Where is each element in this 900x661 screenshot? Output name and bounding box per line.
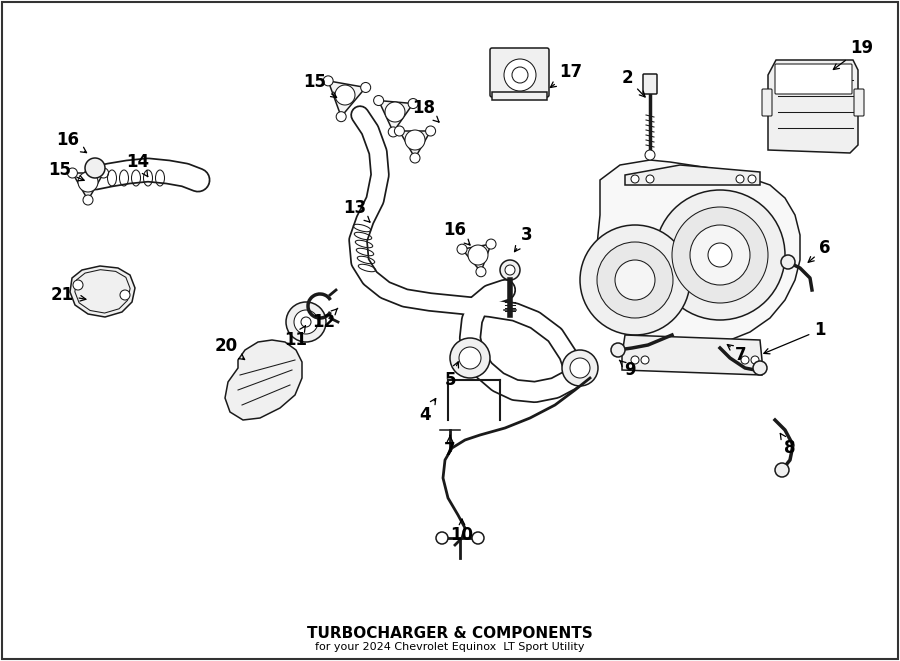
Circle shape xyxy=(83,195,93,205)
Polygon shape xyxy=(328,81,365,116)
FancyBboxPatch shape xyxy=(762,89,772,116)
Circle shape xyxy=(505,265,515,275)
Circle shape xyxy=(85,158,105,178)
Circle shape xyxy=(672,207,768,303)
Circle shape xyxy=(641,356,649,364)
Circle shape xyxy=(385,102,405,122)
Circle shape xyxy=(708,243,732,267)
Text: 21: 21 xyxy=(50,286,86,304)
Text: for your 2024 Chevrolet Equinox  LT Sport Utility: for your 2024 Chevrolet Equinox LT Sport… xyxy=(315,642,585,652)
Polygon shape xyxy=(625,165,760,185)
Text: 3: 3 xyxy=(515,226,533,252)
Circle shape xyxy=(504,59,536,91)
Circle shape xyxy=(468,245,488,265)
Circle shape xyxy=(73,280,83,290)
Polygon shape xyxy=(462,244,491,272)
Circle shape xyxy=(394,126,404,136)
Circle shape xyxy=(459,347,481,369)
Text: 10: 10 xyxy=(451,519,473,544)
Circle shape xyxy=(748,175,756,183)
Circle shape xyxy=(753,361,767,375)
Text: 19: 19 xyxy=(833,39,874,69)
Circle shape xyxy=(781,255,795,269)
Circle shape xyxy=(751,356,759,364)
Text: 18: 18 xyxy=(412,99,439,122)
Circle shape xyxy=(68,168,77,178)
Circle shape xyxy=(405,130,425,150)
Circle shape xyxy=(775,463,789,477)
Text: 9: 9 xyxy=(619,360,635,379)
FancyBboxPatch shape xyxy=(854,89,864,116)
Circle shape xyxy=(436,532,448,544)
Circle shape xyxy=(450,338,490,378)
Circle shape xyxy=(99,168,109,178)
Circle shape xyxy=(486,239,496,249)
Circle shape xyxy=(410,153,420,163)
Text: 4: 4 xyxy=(419,399,436,424)
Circle shape xyxy=(580,225,690,335)
Polygon shape xyxy=(70,266,135,317)
Circle shape xyxy=(78,172,98,192)
Text: 8: 8 xyxy=(780,434,796,457)
Polygon shape xyxy=(400,131,430,158)
Polygon shape xyxy=(492,92,547,100)
Text: 6: 6 xyxy=(808,239,831,262)
Circle shape xyxy=(426,126,436,136)
Circle shape xyxy=(120,290,130,300)
Text: 16: 16 xyxy=(57,131,86,153)
FancyBboxPatch shape xyxy=(643,74,657,94)
Text: 16: 16 xyxy=(444,221,470,245)
Polygon shape xyxy=(379,100,413,132)
Circle shape xyxy=(500,260,520,280)
Circle shape xyxy=(631,175,639,183)
Circle shape xyxy=(690,225,750,285)
Circle shape xyxy=(476,267,486,277)
Polygon shape xyxy=(225,340,302,420)
Circle shape xyxy=(286,302,326,342)
Circle shape xyxy=(646,175,654,183)
Text: 17: 17 xyxy=(550,63,582,87)
FancyBboxPatch shape xyxy=(775,64,852,94)
Circle shape xyxy=(472,532,484,544)
Circle shape xyxy=(570,358,590,378)
Circle shape xyxy=(337,112,347,122)
Circle shape xyxy=(408,98,418,108)
Circle shape xyxy=(736,175,744,183)
Circle shape xyxy=(374,96,383,106)
Text: 7: 7 xyxy=(445,436,455,459)
Text: 13: 13 xyxy=(344,199,370,222)
Circle shape xyxy=(615,260,655,300)
Text: 11: 11 xyxy=(284,326,308,349)
Polygon shape xyxy=(596,160,800,347)
Text: 20: 20 xyxy=(214,337,245,360)
Polygon shape xyxy=(72,173,104,200)
Text: 14: 14 xyxy=(126,153,149,176)
Polygon shape xyxy=(768,60,858,153)
Polygon shape xyxy=(622,335,762,375)
Text: 12: 12 xyxy=(312,308,338,331)
Circle shape xyxy=(741,356,749,364)
Circle shape xyxy=(361,83,371,93)
Circle shape xyxy=(335,85,355,105)
Circle shape xyxy=(631,356,639,364)
Circle shape xyxy=(457,244,467,254)
Circle shape xyxy=(597,242,673,318)
Text: 7: 7 xyxy=(727,344,747,364)
Text: 5: 5 xyxy=(445,362,458,389)
Circle shape xyxy=(562,350,598,386)
Circle shape xyxy=(294,310,318,334)
Text: 2: 2 xyxy=(621,69,645,97)
Text: 1: 1 xyxy=(764,321,826,354)
Text: 15: 15 xyxy=(49,161,85,180)
Circle shape xyxy=(323,76,333,86)
Text: 15: 15 xyxy=(303,73,337,98)
Circle shape xyxy=(655,190,785,320)
Circle shape xyxy=(611,343,625,357)
Circle shape xyxy=(388,127,399,137)
FancyBboxPatch shape xyxy=(490,48,549,97)
Circle shape xyxy=(645,150,655,160)
Text: TURBOCHARGER & COMPONENTS: TURBOCHARGER & COMPONENTS xyxy=(307,625,593,641)
